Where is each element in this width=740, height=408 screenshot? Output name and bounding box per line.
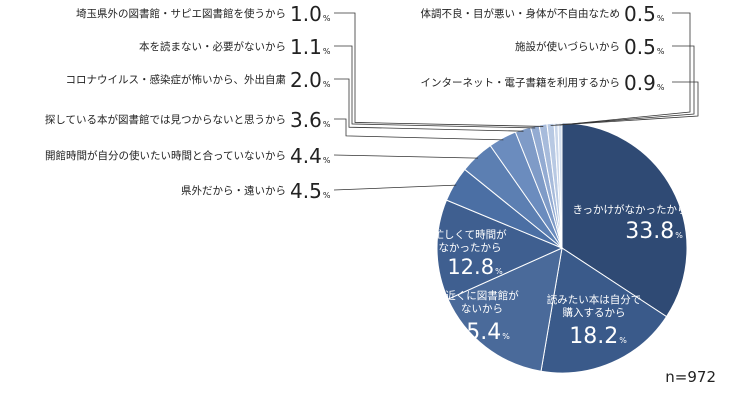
- slice-label-13: 体調不良・目が悪い・身体が不自由なため: [421, 7, 621, 20]
- slice-value-1: 33.8%: [625, 219, 683, 244]
- slice-label-7: 探している本が図書館では見つからないと思うから: [45, 113, 286, 126]
- slice-label-2-line-2: 購入するから: [563, 306, 626, 319]
- slice-label-2-line-1: 読みたい本は自分で: [547, 293, 642, 306]
- slice-label-1: きっかけがなかったから: [572, 203, 687, 216]
- slice-label-11: インターネット・電子書籍を利用するから: [421, 76, 621, 89]
- pie-slice-2: [540, 247, 668, 374]
- slice-label-9: 本を読まない・必要がないから: [139, 40, 286, 53]
- pie-slice-13: [557, 122, 563, 249]
- slice-value-5: 4.5%: [290, 179, 331, 203]
- slice-value-2: 18.2%: [569, 324, 627, 349]
- slice-label-10: 埼玉県外の図書館・サピエ図書館を使うから: [76, 7, 286, 20]
- leader-line-9: [334, 45, 536, 129]
- slice-value-8: 2.0%: [290, 68, 331, 92]
- slice-value-11: 0.9%: [624, 71, 665, 95]
- slice-label-3-line-2: ないから: [461, 303, 503, 315]
- leader-line-12: [556, 45, 695, 126]
- slice-value-7: 3.6%: [290, 108, 331, 132]
- leader-line-6: [333, 154, 479, 159]
- slice-label-3-line-1: 近くに図書館が: [445, 289, 519, 302]
- slice-value-9: 1.1%: [290, 35, 331, 59]
- leader-line-7: [334, 118, 504, 141]
- leader-line-13: [560, 12, 691, 126]
- sample-size-note: n=972: [665, 368, 716, 386]
- slice-value-6: 4.4%: [290, 144, 331, 168]
- leader-line-5: [333, 184, 457, 191]
- slice-label-12: 施設が使いづらいから: [515, 40, 620, 53]
- slice-label-8: コロナウイルス・感染症が怖いから、外出自粛: [66, 73, 287, 86]
- slice-label-4-line-2: なかったから: [439, 242, 502, 254]
- slice-value-3: 15.4%: [452, 320, 510, 345]
- pie-slice-3: [447, 247, 563, 372]
- slice-value-13: 0.5%: [624, 2, 665, 26]
- slice-value-12: 0.5%: [624, 35, 665, 59]
- leader-line-8: [334, 78, 524, 132]
- slice-label-5: 県外だから・遠いから: [181, 184, 286, 197]
- slice-value-4: 12.8%: [447, 255, 503, 279]
- leader-line-11: [550, 81, 699, 126]
- pie-slice-4: [436, 199, 564, 300]
- slice-label-6: 開館時間が自分の使いたい時間と合っていないから: [45, 149, 286, 162]
- leader-line-10: [334, 12, 544, 127]
- slice-label-4-line-1: 忙しくて時間が: [433, 228, 507, 241]
- slice-value-10: 1.0%: [290, 2, 331, 26]
